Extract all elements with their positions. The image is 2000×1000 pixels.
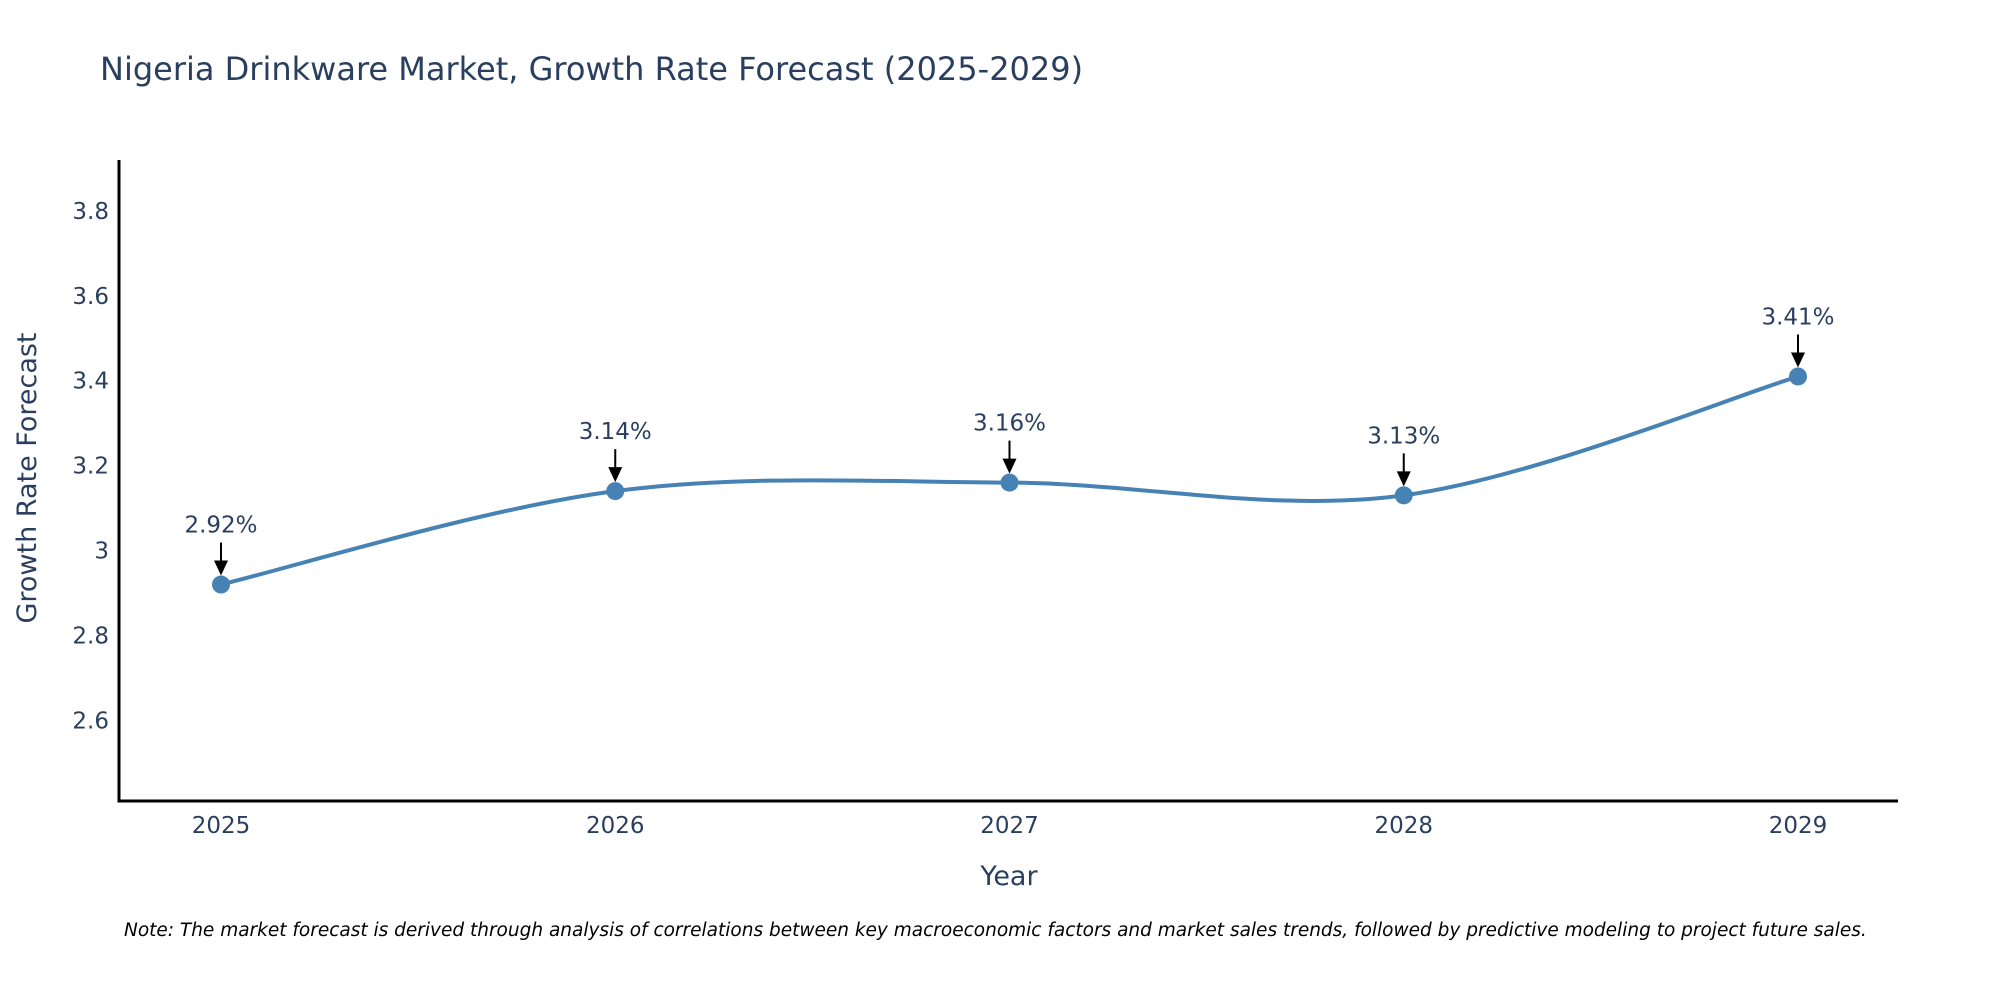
footnote: Note: The market forecast is derived thr… — [124, 920, 1867, 941]
y-tick-label: 3.2 — [72, 454, 109, 480]
x-tick-label: 2028 — [1374, 813, 1433, 839]
y-tick-label: 3 — [94, 539, 109, 565]
y-tick-label: 2.6 — [72, 708, 109, 734]
data-label: 3.13% — [1367, 423, 1440, 449]
y-tick-label: 3.4 — [72, 369, 109, 395]
data-point — [1789, 367, 1807, 386]
annotation-arrowhead — [1791, 352, 1805, 368]
data-point — [212, 575, 230, 594]
chart-title: Nigeria Drinkware Market, Growth Rate Fo… — [100, 50, 1083, 88]
x-tick-label: 2029 — [1769, 813, 1828, 839]
x-tick-label: 2027 — [980, 813, 1039, 839]
annotation-arrowhead — [1396, 471, 1411, 487]
y-tick-label: 3.6 — [72, 284, 109, 310]
x-axis-title: Year — [979, 861, 1038, 892]
data-point — [1000, 473, 1019, 492]
data-label: 3.14% — [579, 419, 652, 445]
annotation-arrowhead — [214, 560, 228, 576]
x-tick-label: 2025 — [192, 813, 251, 839]
y-tick-label: 3.8 — [72, 199, 109, 225]
y-axis-title: Growth Rate Forecast — [12, 332, 43, 623]
data-label: 3.16% — [973, 411, 1046, 437]
data-point — [606, 482, 625, 501]
x-tick-label: 2026 — [586, 813, 645, 839]
data-point — [1394, 486, 1413, 505]
data-label: 2.92% — [184, 513, 257, 539]
annotation-arrowhead — [1002, 458, 1017, 474]
data-label: 3.41% — [1761, 304, 1834, 330]
y-tick-label: 2.8 — [72, 623, 109, 649]
annotation-arrowhead — [608, 467, 623, 483]
plot-area: 2.6 2.8 3 3.2 3.4 3.6 3.8 2025 2026 2027 2028 2029 2… — [72, 160, 1898, 839]
